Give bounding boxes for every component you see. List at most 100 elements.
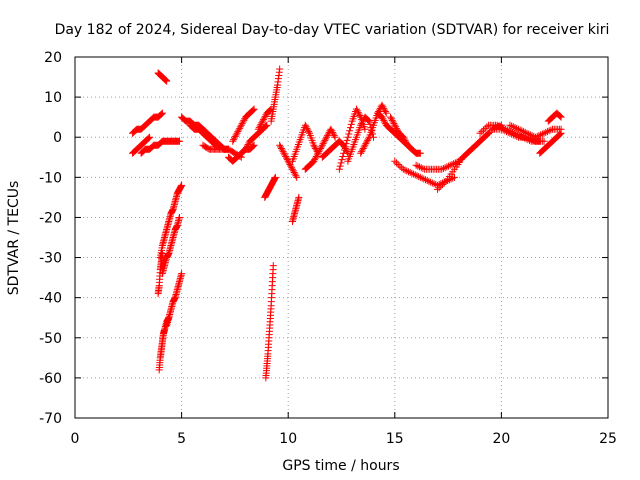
data-point [476,129,484,137]
data-point [389,118,397,126]
data-point [557,129,565,137]
y-tick-label: -40 [39,291,62,307]
data-point [319,140,327,148]
data-point [317,144,325,152]
data-point [508,130,516,138]
data-point [234,128,242,136]
data-point [291,170,299,178]
data-point [250,105,258,113]
data-point [327,125,335,133]
data-point [460,152,468,160]
y-tick-label: -10 [39,170,62,186]
data-point [412,161,420,169]
data-point [387,113,395,121]
x-tick-label: 10 [279,431,297,447]
data-point [520,128,528,136]
series-arc-35 [489,125,548,145]
data-point [352,105,360,113]
data-point [509,131,517,139]
y-tick-label: 0 [53,130,62,146]
data-point [344,133,352,141]
data-point [232,131,240,139]
chart-title: Day 182 of 2024, Sidereal Day-to-day VTE… [55,22,610,38]
data-point [353,107,361,115]
data-marks [129,65,565,382]
data-point [257,120,265,128]
data-point [472,141,480,149]
data-point [236,123,244,131]
data-point [287,162,295,170]
data-point [158,110,166,118]
data-point [248,143,256,151]
data-point [312,152,320,160]
data-point [535,132,543,140]
data-point [415,173,423,181]
data-point [545,127,553,135]
data-point [341,143,349,151]
data-point [479,126,487,134]
data-point [439,165,447,173]
series-arc-20 [276,141,301,181]
data-point [402,138,410,146]
data-point [329,128,337,136]
series-arc-18 [261,173,279,201]
data-point [258,119,266,127]
data-point [380,116,388,124]
data-point [479,135,487,143]
data-point [378,101,386,109]
data-point [410,170,418,178]
data-point [555,112,563,120]
data-point [513,124,521,132]
data-point [417,164,425,172]
series-arc-01 [129,133,154,157]
data-point [523,129,531,137]
data-point [456,156,464,164]
y-tick-label: -60 [39,371,62,387]
x-tick-label: 20 [492,431,510,447]
data-point [261,123,269,131]
series-arc-04 [154,69,171,85]
data-point [399,165,407,173]
data-point [322,135,330,143]
data-point [337,159,345,167]
data-point [343,136,351,144]
data-point [293,173,301,181]
data-point [242,144,250,152]
data-point [391,157,399,165]
data-point [509,123,517,131]
data-point [387,115,395,123]
data-point [542,128,550,136]
data-point [249,142,257,150]
series-arc-15 [237,121,271,157]
data-point [538,130,546,138]
data-point [271,173,279,181]
data-point [175,137,183,145]
series-arc-21 [288,193,303,225]
data-point [528,132,536,140]
data-point [145,134,153,142]
plot-frame [74,56,609,419]
data-point [501,127,509,135]
data-point [175,213,183,221]
data-point [358,146,366,154]
series-arc-30 [391,157,458,189]
data-point [358,148,366,156]
data-point [282,152,290,160]
data-point [282,154,290,162]
data-point [393,124,401,132]
data-point [381,118,389,126]
data-point [285,159,293,167]
data-point [470,143,478,151]
series-arc-06 [156,181,186,262]
data-point [242,145,250,153]
data-point [354,108,362,116]
data-point [364,136,372,144]
series-arc-14 [229,105,258,145]
data-point [477,136,485,144]
data-point [437,182,445,190]
data-point [358,118,366,126]
data-point [420,175,428,183]
data-point [428,179,436,187]
data-point [336,162,344,170]
data-point [364,135,372,143]
